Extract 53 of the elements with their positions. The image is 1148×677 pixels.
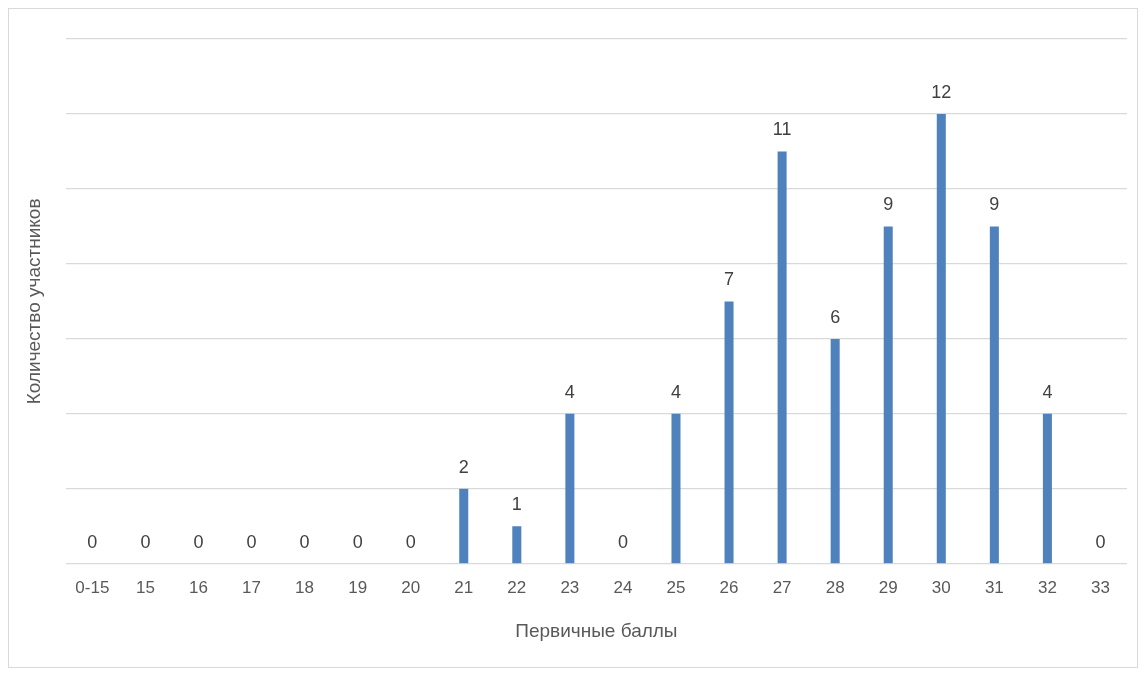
x-tick-label: 30: [931, 577, 951, 597]
x-tick-label: 31: [984, 577, 1004, 597]
x-tick-label: 24: [613, 577, 633, 597]
x-tick-label: 25: [666, 577, 686, 597]
x-tick-label: 33: [1091, 577, 1110, 597]
bar: [830, 338, 840, 564]
y-axis-title: Количество участников: [22, 198, 44, 405]
x-axis-title: Первичные баллы: [515, 619, 678, 641]
x-tick-label: 20: [401, 577, 421, 597]
data-label: 1: [511, 494, 522, 515]
data-label: 12: [931, 81, 952, 102]
bar: [512, 526, 522, 564]
data-label: 7: [724, 269, 735, 290]
data-label: 6: [830, 306, 841, 327]
x-tick-label: 23: [560, 577, 580, 597]
data-label: 4: [670, 381, 681, 402]
data-label: 4: [564, 381, 575, 402]
data-label: 0: [246, 531, 257, 552]
x-tick-label: 22: [507, 577, 527, 597]
x-tick-label: 28: [825, 577, 845, 597]
bar: [989, 226, 999, 564]
x-tick-label: 17: [242, 577, 261, 597]
bar: [777, 151, 787, 564]
data-label: 0: [617, 531, 628, 552]
bar: [1042, 413, 1052, 564]
x-tick-label: 19: [348, 577, 368, 597]
x-tick-label: 15: [135, 577, 155, 597]
x-tick-label: 0-15: [75, 577, 110, 597]
x-tick-label: 21: [454, 577, 474, 597]
data-label: 9: [989, 194, 1000, 215]
data-label: 0: [193, 531, 204, 552]
data-label: 0: [352, 531, 363, 552]
x-tick-label: 16: [188, 577, 208, 597]
x-tick-label: 18: [295, 577, 315, 597]
data-label: 0: [87, 531, 98, 552]
data-label: 11: [772, 119, 792, 140]
bar: [724, 301, 734, 564]
bar: [883, 226, 893, 564]
x-tick-label: 27: [772, 577, 792, 597]
bar: [565, 413, 575, 564]
data-label: 0: [405, 531, 416, 552]
x-tick-label: 29: [878, 577, 898, 597]
data-label: 9: [883, 194, 894, 215]
data-label: 2: [458, 456, 469, 477]
data-label: 0: [1095, 531, 1106, 552]
data-label: 4: [1042, 381, 1053, 402]
x-tick-label: 26: [719, 577, 739, 597]
bar: [459, 488, 469, 564]
x-tick-label: 32: [1037, 577, 1057, 597]
bar: [671, 413, 681, 564]
data-label: 0: [140, 531, 151, 552]
data-label: 0: [299, 531, 310, 552]
bar: [936, 113, 946, 564]
